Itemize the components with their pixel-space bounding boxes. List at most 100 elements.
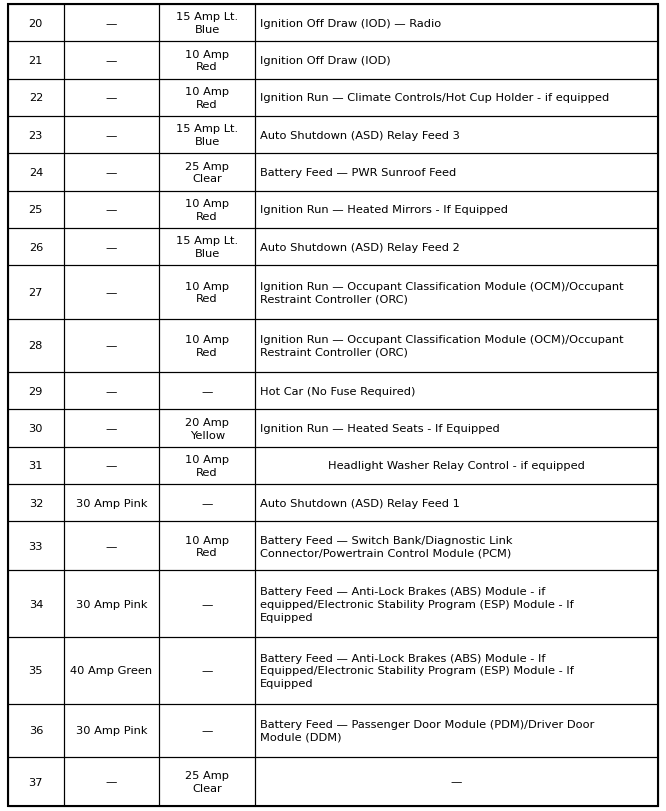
Text: Auto Shutdown (ASD) Relay Feed 1: Auto Shutdown (ASD) Relay Feed 1 bbox=[260, 498, 460, 508]
Text: 15 Amp Lt.
Blue: 15 Amp Lt. Blue bbox=[176, 124, 238, 147]
Bar bbox=[159, 757, 255, 806]
Text: 15 Amp Lt.
Blue: 15 Amp Lt. Blue bbox=[176, 12, 238, 35]
Bar bbox=[159, 447, 255, 484]
Bar bbox=[255, 266, 658, 320]
Bar bbox=[64, 447, 159, 484]
Text: Ignition Off Draw (IOD): Ignition Off Draw (IOD) bbox=[260, 56, 390, 66]
Bar bbox=[64, 79, 159, 117]
Bar bbox=[159, 42, 255, 79]
Bar bbox=[64, 229, 159, 266]
Bar bbox=[159, 571, 255, 637]
Text: 25: 25 bbox=[29, 205, 43, 215]
Bar bbox=[64, 191, 159, 229]
Bar bbox=[64, 410, 159, 447]
Bar bbox=[64, 571, 159, 637]
Bar bbox=[255, 447, 658, 484]
Bar bbox=[255, 79, 658, 117]
Bar bbox=[255, 266, 658, 320]
Text: —: — bbox=[106, 341, 117, 351]
Bar bbox=[255, 447, 658, 484]
Bar bbox=[8, 757, 64, 806]
Bar bbox=[8, 484, 64, 521]
Bar bbox=[255, 571, 658, 637]
Text: 40 Amp Green: 40 Amp Green bbox=[71, 666, 153, 676]
Text: Battery Feed — Anti-Lock Brakes (ABS) Module - If
Equipped/Electronic Stability : Battery Feed — Anti-Lock Brakes (ABS) Mo… bbox=[260, 653, 574, 689]
Text: 10 Amp
Red: 10 Amp Red bbox=[185, 199, 229, 221]
Bar bbox=[159, 372, 255, 410]
Bar bbox=[255, 637, 658, 704]
Text: —: — bbox=[106, 56, 117, 66]
Bar bbox=[159, 5, 255, 42]
Bar bbox=[159, 229, 255, 266]
Bar bbox=[8, 229, 64, 266]
Bar bbox=[8, 266, 64, 320]
Bar bbox=[255, 704, 658, 757]
Bar bbox=[64, 229, 159, 266]
Text: —: — bbox=[106, 168, 117, 178]
Text: 33: 33 bbox=[29, 541, 43, 551]
Text: —: — bbox=[106, 461, 117, 471]
Bar bbox=[159, 484, 255, 521]
Text: 25 Amp
Clear: 25 Amp Clear bbox=[185, 161, 229, 184]
Text: —: — bbox=[106, 131, 117, 140]
Bar bbox=[255, 42, 658, 79]
Bar bbox=[255, 117, 658, 154]
Bar bbox=[64, 704, 159, 757]
Bar bbox=[64, 757, 159, 806]
Bar bbox=[8, 704, 64, 757]
Bar bbox=[159, 117, 255, 154]
Bar bbox=[159, 410, 255, 447]
Bar bbox=[64, 637, 159, 704]
Bar bbox=[64, 42, 159, 79]
Bar bbox=[255, 372, 658, 410]
Bar bbox=[159, 266, 255, 320]
Bar bbox=[255, 117, 658, 154]
Text: 27: 27 bbox=[29, 288, 43, 298]
Text: —: — bbox=[106, 242, 117, 252]
Bar bbox=[64, 637, 159, 704]
Text: —: — bbox=[201, 498, 213, 508]
Text: 25 Amp
Clear: 25 Amp Clear bbox=[185, 770, 229, 793]
Bar bbox=[255, 637, 658, 704]
Bar bbox=[159, 757, 255, 806]
Bar bbox=[255, 484, 658, 521]
Text: 10 Amp
Red: 10 Amp Red bbox=[185, 281, 229, 304]
Bar bbox=[255, 571, 658, 637]
Text: 37: 37 bbox=[29, 777, 43, 787]
Text: Auto Shutdown (ASD) Relay Feed 3: Auto Shutdown (ASD) Relay Feed 3 bbox=[260, 131, 460, 140]
Bar bbox=[64, 5, 159, 42]
Bar bbox=[8, 410, 64, 447]
Bar bbox=[64, 521, 159, 571]
Bar bbox=[8, 447, 64, 484]
Bar bbox=[64, 320, 159, 372]
Text: 20 Amp
Yellow: 20 Amp Yellow bbox=[185, 417, 229, 440]
Text: —: — bbox=[106, 777, 117, 787]
Text: Ignition Off Draw (IOD) — Radio: Ignition Off Draw (IOD) — Radio bbox=[260, 19, 441, 28]
Bar bbox=[159, 154, 255, 191]
Bar bbox=[8, 372, 64, 410]
Bar bbox=[8, 191, 64, 229]
Text: 29: 29 bbox=[29, 386, 43, 397]
Bar bbox=[255, 757, 658, 806]
Bar bbox=[64, 372, 159, 410]
Text: —: — bbox=[201, 386, 213, 397]
Text: Battery Feed — Switch Bank/Diagnostic Link
Connector/Powertrain Control Module (: Battery Feed — Switch Bank/Diagnostic Li… bbox=[260, 535, 512, 558]
Bar bbox=[159, 521, 255, 571]
Text: 30: 30 bbox=[29, 423, 43, 434]
Bar bbox=[255, 5, 658, 42]
Bar bbox=[159, 320, 255, 372]
Text: 31: 31 bbox=[29, 461, 43, 471]
Text: —: — bbox=[106, 386, 117, 397]
Bar bbox=[64, 484, 159, 521]
Bar bbox=[8, 117, 64, 154]
Bar bbox=[8, 571, 64, 637]
Text: 15 Amp Lt.
Blue: 15 Amp Lt. Blue bbox=[176, 236, 238, 259]
Bar bbox=[255, 191, 658, 229]
Bar bbox=[64, 266, 159, 320]
Bar bbox=[64, 372, 159, 410]
Text: Ignition Run — Occupant Classification Module (OCM)/Occupant
Restraint Controlle: Ignition Run — Occupant Classification M… bbox=[260, 281, 623, 304]
Text: Ignition Run — Occupant Classification Module (OCM)/Occupant
Restraint Controlle: Ignition Run — Occupant Classification M… bbox=[260, 335, 623, 358]
Text: 23: 23 bbox=[29, 131, 43, 140]
Bar bbox=[64, 42, 159, 79]
Bar bbox=[255, 410, 658, 447]
